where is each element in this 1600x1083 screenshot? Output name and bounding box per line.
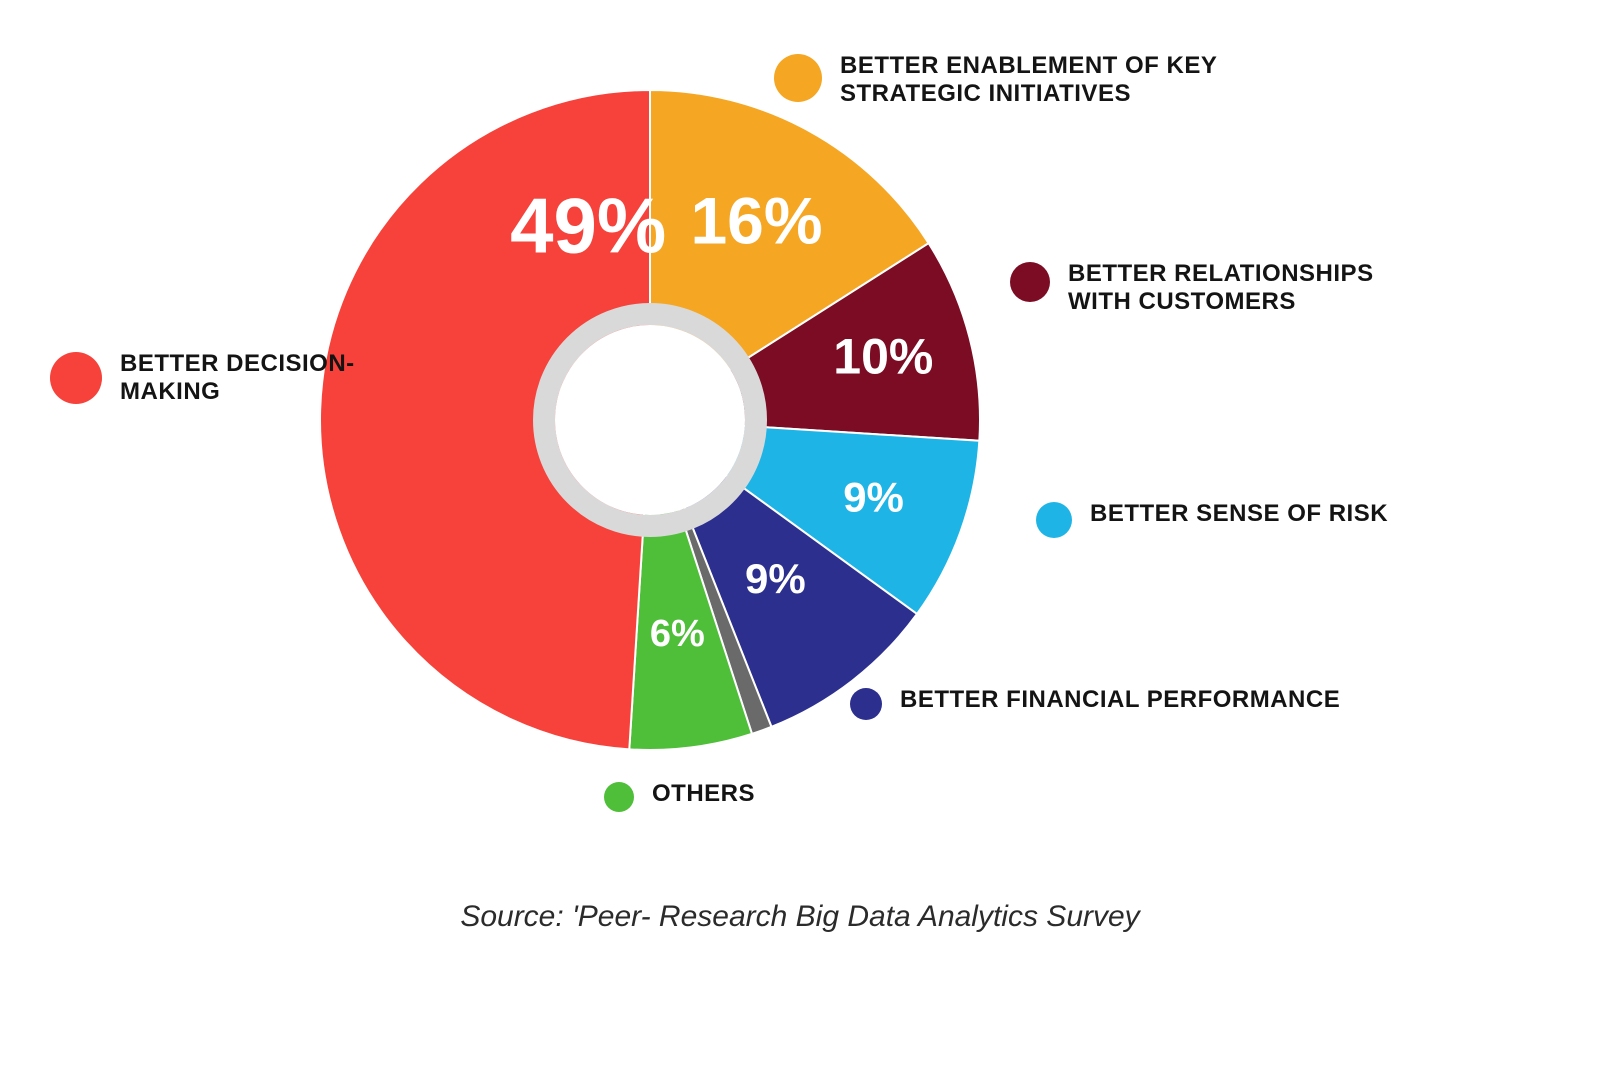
legend-dot-icon <box>1010 262 1050 302</box>
legend-item-risk: BETTER SENSE OF RISK <box>1036 500 1388 538</box>
slice-value-risk: 9% <box>843 474 904 521</box>
legend-dot-icon <box>50 352 102 404</box>
legend-label: BETTER DECISION- MAKING <box>120 350 355 405</box>
slice-value-decision: 49% <box>510 182 666 270</box>
legend-item-financial: BETTER FINANCIAL PERFORMANCE <box>850 686 1340 720</box>
legend-item-customers: BETTER RELATIONSHIPS WITH CUSTOMERS <box>1010 260 1374 315</box>
legend-item-decision: BETTER DECISION- MAKING <box>50 350 355 405</box>
slice-value-enablement: 16% <box>690 184 822 258</box>
source-citation: Source: 'Peer- Research Big Data Analyti… <box>0 900 1600 934</box>
legend-dot-icon <box>604 782 634 812</box>
legend-item-others: OTHERS <box>604 780 755 812</box>
legend-label: BETTER FINANCIAL PERFORMANCE <box>900 686 1340 714</box>
legend-label: OTHERS <box>652 780 755 808</box>
legend-label: BETTER ENABLEMENT OF KEY STRATEGIC INITI… <box>840 52 1217 107</box>
donut-hole <box>555 325 745 515</box>
legend-dot-icon <box>1036 502 1072 538</box>
slice-value-customers: 10% <box>833 328 933 384</box>
slice-value-financial: 9% <box>745 555 806 602</box>
legend-dot-icon <box>850 688 882 720</box>
legend-dot-icon <box>774 54 822 102</box>
legend-label: BETTER SENSE OF RISK <box>1090 500 1388 528</box>
slice-value-others: 6% <box>650 613 705 655</box>
legend-label: BETTER RELATIONSHIPS WITH CUSTOMERS <box>1068 260 1374 315</box>
legend-item-enablement: BETTER ENABLEMENT OF KEY STRATEGIC INITI… <box>774 52 1217 107</box>
chart-stage: 16% 10% 9% 9% 6% 49% Source: 'Peer- Research … <box>0 0 1600 1083</box>
source-text: Source: 'Peer- Research Big Data Analyti… <box>460 900 1139 933</box>
